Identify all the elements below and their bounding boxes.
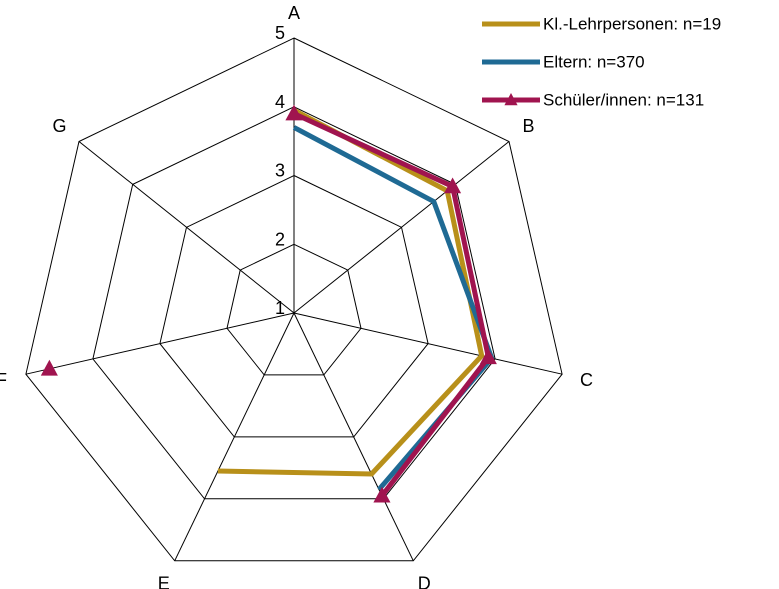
- data-point-A: [285, 104, 303, 121]
- tick-label-1: 1: [275, 298, 285, 318]
- legend-item: Schüler/innen: n=131: [482, 91, 704, 110]
- legend-label: Eltern: n=370: [543, 53, 645, 72]
- data-point-C: [479, 348, 497, 365]
- axis-labels: A B C D E F G: [0, 3, 593, 589]
- axis-label-E: E: [158, 573, 170, 589]
- tick-label-3: 3: [275, 161, 285, 181]
- tick-label-5: 5: [275, 23, 285, 43]
- series-3: [40, 104, 497, 503]
- grid-ring-3: [159, 174, 429, 438]
- radar-series: [40, 104, 497, 503]
- series-1: [217, 107, 485, 477]
- axis-label-D: D: [418, 573, 431, 589]
- spoke-B: [293, 141, 510, 314]
- series-line: [292, 111, 492, 498]
- data-point-F: [40, 359, 58, 376]
- legend-label: Schüler/innen: n=131: [543, 91, 704, 110]
- series-2: [292, 125, 495, 492]
- axis-label-F: F: [0, 370, 7, 390]
- legend-item: Kl.-Lehrpersonen: n=19: [482, 15, 721, 34]
- grid-ring-2: [226, 243, 362, 376]
- axis-label-B: B: [522, 116, 534, 136]
- series-line: [217, 107, 485, 477]
- axis-label-A: A: [288, 3, 300, 23]
- grid-ring-4: [92, 106, 496, 500]
- tick-label-4: 4: [275, 92, 285, 112]
- legend-item: Eltern: n=370: [482, 53, 645, 72]
- axis-label-C: C: [580, 370, 593, 390]
- axis-label-G: G: [52, 116, 66, 136]
- spoke-E: [174, 312, 295, 562]
- spoke-F: [25, 312, 295, 375]
- radar-grid: [25, 37, 563, 562]
- data-point-B: [444, 177, 462, 194]
- spoke-C: [293, 312, 563, 375]
- radial-tick-labels: 1 2 3 4 5: [275, 23, 285, 318]
- spoke-G: [78, 141, 295, 314]
- legend: Kl.-Lehrpersonen: n=19 Eltern: n=370 Schül…: [482, 15, 721, 110]
- legend-marker: [504, 93, 518, 106]
- series-line: [292, 125, 495, 492]
- tick-label-2: 2: [275, 229, 285, 249]
- data-point-D: [373, 486, 391, 503]
- legend-label: Kl.-Lehrpersonen: n=19: [543, 15, 721, 34]
- spoke-D: [293, 312, 414, 562]
- grid-ring-5: [25, 37, 563, 562]
